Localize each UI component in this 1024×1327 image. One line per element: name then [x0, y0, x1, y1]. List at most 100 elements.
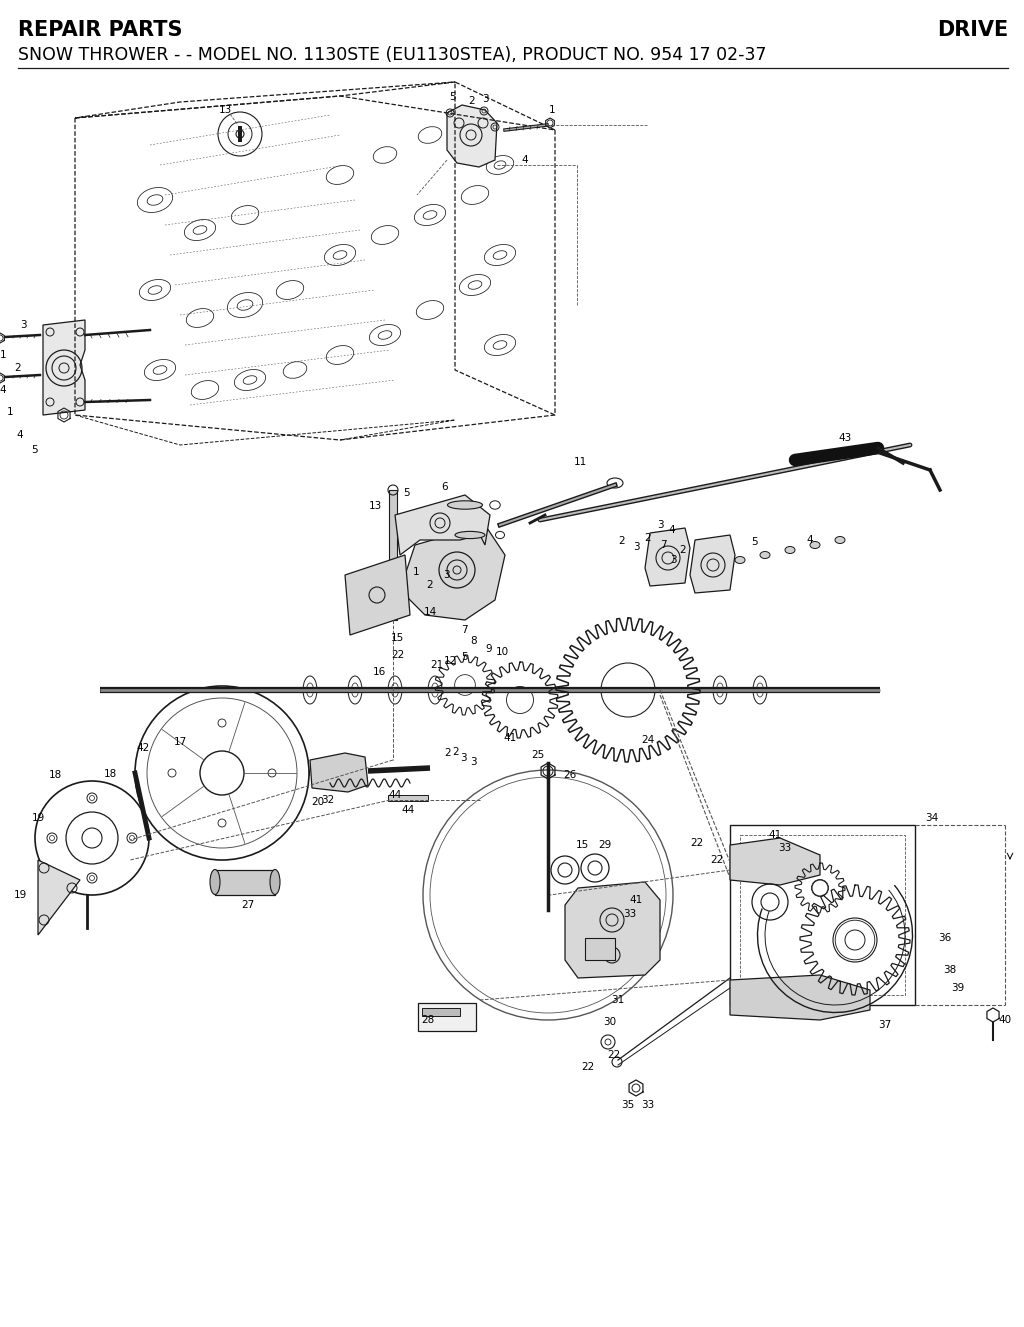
Text: 3: 3 — [442, 571, 450, 580]
Text: 22: 22 — [607, 1050, 621, 1060]
Ellipse shape — [210, 869, 220, 894]
Text: 40: 40 — [998, 1015, 1012, 1024]
Text: 34: 34 — [926, 813, 939, 823]
Text: 4: 4 — [807, 535, 813, 545]
Text: 2: 2 — [618, 536, 626, 545]
Text: 3: 3 — [470, 756, 476, 767]
Text: 1: 1 — [0, 350, 6, 360]
Text: 2: 2 — [427, 580, 433, 591]
Text: 22: 22 — [582, 1062, 595, 1072]
Text: 43: 43 — [839, 433, 852, 443]
Text: 19: 19 — [13, 890, 27, 900]
Text: 5: 5 — [32, 445, 38, 455]
Text: 12: 12 — [443, 656, 457, 666]
Text: 3: 3 — [481, 94, 488, 104]
Text: 27: 27 — [242, 900, 255, 910]
Bar — [418, 1003, 476, 1031]
Text: 22: 22 — [391, 650, 404, 660]
Text: 5: 5 — [751, 537, 758, 547]
Text: 4: 4 — [16, 430, 24, 441]
Text: 37: 37 — [879, 1020, 892, 1030]
Text: 2: 2 — [680, 545, 686, 555]
Text: 31: 31 — [611, 995, 625, 1005]
Text: 2: 2 — [469, 96, 475, 106]
Text: 2: 2 — [14, 364, 22, 373]
Text: 30: 30 — [603, 1016, 616, 1027]
Text: 3: 3 — [460, 752, 466, 763]
Text: 41: 41 — [504, 733, 517, 743]
Text: 5: 5 — [461, 652, 467, 662]
Text: REPAIR PARTS: REPAIR PARTS — [18, 20, 182, 40]
Text: 8: 8 — [471, 636, 477, 646]
Polygon shape — [38, 860, 80, 936]
Text: 15: 15 — [575, 840, 589, 851]
Text: 2: 2 — [453, 747, 460, 756]
Text: 3: 3 — [19, 320, 27, 330]
Text: 15: 15 — [390, 633, 403, 644]
Text: 10: 10 — [496, 648, 509, 657]
Polygon shape — [447, 105, 497, 167]
Text: 13: 13 — [218, 105, 231, 115]
Text: 4: 4 — [669, 525, 675, 535]
Text: 11: 11 — [573, 456, 587, 467]
Text: 6: 6 — [441, 482, 449, 492]
Text: 44: 44 — [388, 790, 401, 800]
Text: 5: 5 — [403, 488, 411, 498]
Text: 21: 21 — [430, 660, 443, 670]
Text: 2: 2 — [444, 748, 452, 758]
Ellipse shape — [447, 500, 482, 510]
Text: 29: 29 — [598, 840, 611, 851]
Text: 18: 18 — [103, 770, 117, 779]
Text: 24: 24 — [641, 735, 654, 744]
Text: 16: 16 — [373, 667, 386, 677]
Bar — [388, 795, 428, 802]
Text: 1: 1 — [549, 105, 555, 115]
Polygon shape — [730, 975, 870, 1020]
Text: 41: 41 — [630, 894, 643, 905]
Text: 4: 4 — [521, 155, 528, 165]
Ellipse shape — [760, 552, 770, 559]
Polygon shape — [730, 837, 820, 885]
Text: 36: 36 — [938, 933, 951, 943]
Text: 38: 38 — [943, 965, 956, 975]
Text: 7: 7 — [461, 625, 467, 636]
Text: 39: 39 — [951, 983, 965, 993]
Text: 22: 22 — [690, 837, 703, 848]
Text: 20: 20 — [311, 798, 325, 807]
Text: 25: 25 — [531, 750, 545, 760]
Text: 26: 26 — [563, 770, 577, 780]
Text: 33: 33 — [641, 1100, 654, 1109]
Polygon shape — [565, 882, 660, 978]
Text: 9: 9 — [485, 644, 493, 654]
Text: 22: 22 — [711, 855, 724, 865]
Text: 7: 7 — [659, 540, 667, 549]
Text: 18: 18 — [48, 770, 61, 780]
Polygon shape — [400, 525, 505, 620]
Text: 35: 35 — [622, 1100, 635, 1109]
Ellipse shape — [785, 547, 795, 553]
Bar — [730, 825, 915, 1005]
Text: 42: 42 — [136, 743, 150, 752]
Text: 5: 5 — [449, 92, 456, 102]
Text: 17: 17 — [173, 736, 186, 747]
Polygon shape — [690, 535, 735, 593]
Bar — [238, 126, 242, 142]
Text: 3: 3 — [633, 541, 639, 552]
Text: 13: 13 — [369, 502, 382, 511]
Ellipse shape — [835, 536, 845, 544]
Text: 41: 41 — [768, 829, 781, 840]
Text: 14: 14 — [423, 606, 436, 617]
Text: 19: 19 — [32, 813, 45, 823]
Text: 1: 1 — [7, 407, 13, 417]
Text: 3: 3 — [656, 520, 664, 529]
Text: 33: 33 — [778, 843, 792, 853]
Polygon shape — [395, 495, 490, 555]
Text: 2: 2 — [645, 533, 651, 543]
Bar — [422, 1009, 460, 1016]
Text: 44: 44 — [401, 805, 415, 815]
Ellipse shape — [270, 869, 280, 894]
Polygon shape — [43, 320, 85, 415]
Polygon shape — [345, 555, 410, 636]
Polygon shape — [310, 752, 368, 792]
Bar — [740, 835, 905, 995]
